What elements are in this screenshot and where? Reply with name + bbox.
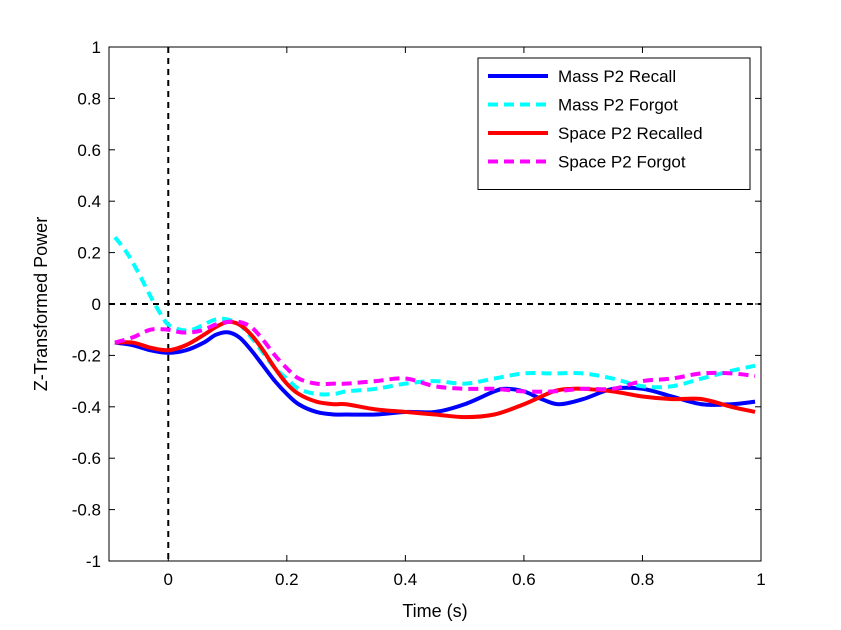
y-tick-label: -0.4 — [72, 398, 101, 417]
y-tick-label: 0.4 — [77, 192, 101, 211]
legend-label-mass-p2-recall: Mass P2 Recall — [558, 67, 676, 86]
y-tick-label: -1 — [86, 552, 101, 571]
legend-label-mass-p2-forgot: Mass P2 Forgot — [558, 96, 678, 115]
x-axis-label: Time (s) — [402, 601, 467, 621]
y-tick-label: 0.6 — [77, 141, 101, 160]
y-tick-label: 0 — [92, 295, 101, 314]
x-tick-label: 0 — [164, 570, 173, 589]
x-tick-label: 0.4 — [394, 570, 418, 589]
series-line-mass-p2-forgot — [113, 235, 756, 397]
x-tick-label: 0.2 — [275, 570, 299, 589]
y-tick-label: -0.2 — [72, 346, 101, 365]
y-tick-label: 1 — [92, 38, 101, 57]
legend: Mass P2 Recall Mass P2 Forgot Space P2 Rec… — [477, 57, 751, 190]
x-tick-label: 1 — [756, 570, 765, 589]
series-line-space-p2-forgot — [114, 319, 756, 394]
series-line-space-p2-recalled — [114, 319, 756, 420]
x-tick-label: 0.6 — [512, 570, 536, 589]
legend-label-space-p2-forgot: Space P2 Forgot — [558, 153, 686, 172]
series-layer — [113, 235, 756, 420]
legend-label-space-p2-recalled: Space P2 Recalled — [558, 124, 703, 143]
y-axis-label: Z-Transformed Power — [31, 217, 51, 391]
y-axis-ticks: -1 -0.8 -0.6 -0.4 -0.2 0 0.2 0.4 0.6 0.8 1 — [72, 38, 761, 571]
x-axis-ticks: 0 0.2 0.4 0.6 0.8 1 — [164, 47, 766, 589]
y-tick-label: -0.6 — [72, 449, 101, 468]
legend-box — [477, 57, 751, 190]
reference-lines — [109, 47, 761, 561]
y-tick-label: 0.8 — [77, 89, 101, 108]
y-tick-label: 0.2 — [77, 244, 101, 263]
x-tick-label: 0.8 — [631, 570, 655, 589]
y-tick-label: -0.8 — [72, 501, 101, 520]
